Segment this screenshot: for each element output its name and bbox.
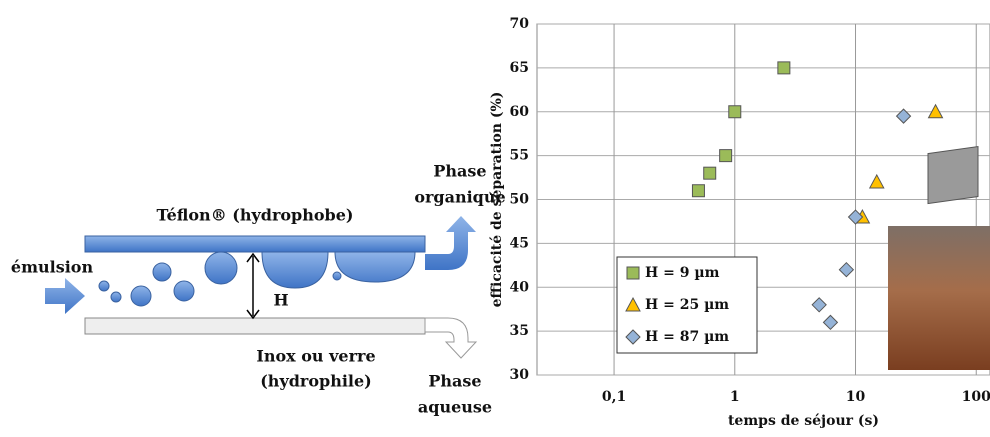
data-point bbox=[691, 184, 705, 198]
x-tick-label: 100 bbox=[962, 389, 990, 405]
data-point bbox=[811, 297, 827, 313]
y-tick-label: 70 bbox=[510, 16, 530, 32]
data-point bbox=[822, 314, 839, 331]
outlet-label: aqueuse bbox=[418, 398, 492, 417]
chart: 30 35 40 45 50 55 60 65 70 0,1 1 10 100 temps de séjo… bbox=[489, 16, 990, 429]
gap-arrow-heads bbox=[246, 252, 260, 320]
droplets bbox=[98, 251, 342, 307]
legend-marker bbox=[625, 329, 641, 345]
data-point bbox=[728, 105, 742, 119]
wet-droplets bbox=[261, 251, 416, 289]
legend-label: H = 25 µm bbox=[645, 297, 729, 313]
bottom-wall bbox=[84, 317, 426, 335]
y-axis-title: efficacité de séparation (%) bbox=[489, 92, 505, 308]
data-point bbox=[895, 108, 912, 124]
photo bbox=[888, 226, 990, 370]
top-wall bbox=[84, 235, 426, 253]
outlet-label: organique bbox=[414, 188, 505, 207]
diagram: Téflon® (hydrophobe) émulsion H Inox ou … bbox=[11, 162, 506, 417]
legend-marker bbox=[625, 296, 641, 312]
data-point bbox=[868, 173, 885, 189]
y-tick-label: 40 bbox=[510, 279, 530, 295]
y-tick-label: 55 bbox=[510, 148, 529, 164]
inlet-label: émulsion bbox=[11, 258, 94, 277]
data-point bbox=[927, 103, 944, 119]
data-point bbox=[847, 209, 864, 225]
y-tick-label: 50 bbox=[510, 192, 530, 208]
data-point bbox=[719, 149, 733, 163]
y-tick-label: 30 bbox=[510, 367, 530, 383]
photo-device bbox=[927, 145, 979, 205]
outlet-label: Phase bbox=[433, 162, 486, 181]
y-tick-label: 65 bbox=[510, 60, 529, 76]
legend-marker bbox=[626, 266, 640, 280]
bottom-wall-label: Inox ou verre bbox=[256, 347, 375, 366]
x-axis-title: temps de séjour (s) bbox=[728, 413, 879, 429]
top-wall-label: Téflon® (hydrophobe) bbox=[157, 206, 354, 225]
legend-label: H = 87 µm bbox=[645, 329, 729, 345]
aqueous-outlet-arrow bbox=[424, 317, 478, 359]
outlet-label: Phase bbox=[428, 372, 481, 391]
x-tick-label: 1 bbox=[730, 389, 740, 405]
data-point bbox=[838, 261, 855, 278]
data-point bbox=[703, 166, 717, 180]
data-point bbox=[777, 61, 791, 75]
y-tick-label: 35 bbox=[510, 323, 529, 339]
y-tick-label: 45 bbox=[510, 235, 529, 251]
bottom-wall-label: (hydrophile) bbox=[260, 372, 372, 391]
legend-label: H = 9 µm bbox=[645, 265, 720, 281]
x-tick-label: 10 bbox=[846, 389, 866, 405]
inlet-arrow bbox=[45, 278, 85, 314]
gap-label: H bbox=[273, 291, 288, 310]
y-tick-label: 60 bbox=[510, 104, 530, 120]
x-tick-label: 0,1 bbox=[602, 389, 626, 405]
organic-outlet-arrow bbox=[425, 216, 476, 270]
